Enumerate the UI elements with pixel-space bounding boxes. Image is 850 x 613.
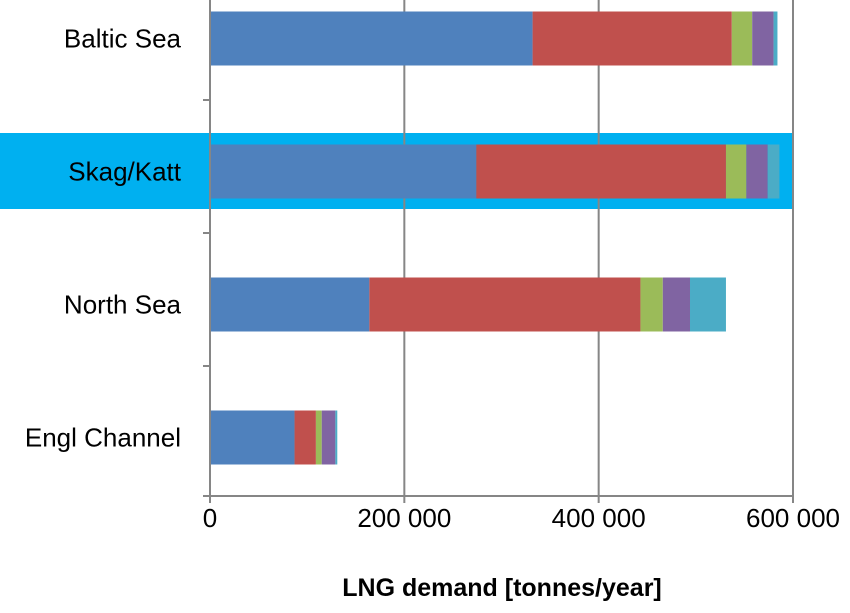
bar-segment xyxy=(210,410,295,465)
bar-segment xyxy=(752,11,774,66)
category-label: Baltic Sea xyxy=(64,24,182,54)
bar-segment xyxy=(767,144,780,199)
bar-segment xyxy=(690,277,726,332)
category-label: Skag/Katt xyxy=(68,157,182,187)
bar-segment xyxy=(294,410,316,465)
bar-segment xyxy=(532,11,732,66)
category-label: North Sea xyxy=(64,290,182,320)
bar-segment xyxy=(321,410,336,465)
bar-segment xyxy=(476,144,726,199)
bar-segment xyxy=(662,277,691,332)
x-tick-label: 0 xyxy=(203,503,217,533)
gridlines xyxy=(403,0,794,496)
bar-segment xyxy=(210,144,477,199)
bar-segment xyxy=(210,277,370,332)
bar-segment xyxy=(640,277,663,332)
x-tick-label: 200 000 xyxy=(357,503,451,533)
bar-segment xyxy=(725,144,747,199)
x-tick-label: 400 000 xyxy=(552,503,646,533)
category-label: Engl Channel xyxy=(25,423,181,453)
x-axis-title: LNG demand [tonnes/year] xyxy=(342,574,662,602)
labels: Baltic Sea Skag/Katt North Sea Engl Channel… xyxy=(25,24,840,534)
bar-segment xyxy=(315,410,322,465)
bar-segment xyxy=(731,11,753,66)
bar-segment xyxy=(369,277,641,332)
bars xyxy=(210,11,780,465)
axes xyxy=(203,0,794,503)
x-tick-label: 600 000 xyxy=(746,503,840,533)
bar-segment xyxy=(335,410,338,465)
bar-segment xyxy=(746,144,768,199)
bar-segment xyxy=(773,11,778,66)
bar-segment xyxy=(210,11,533,66)
